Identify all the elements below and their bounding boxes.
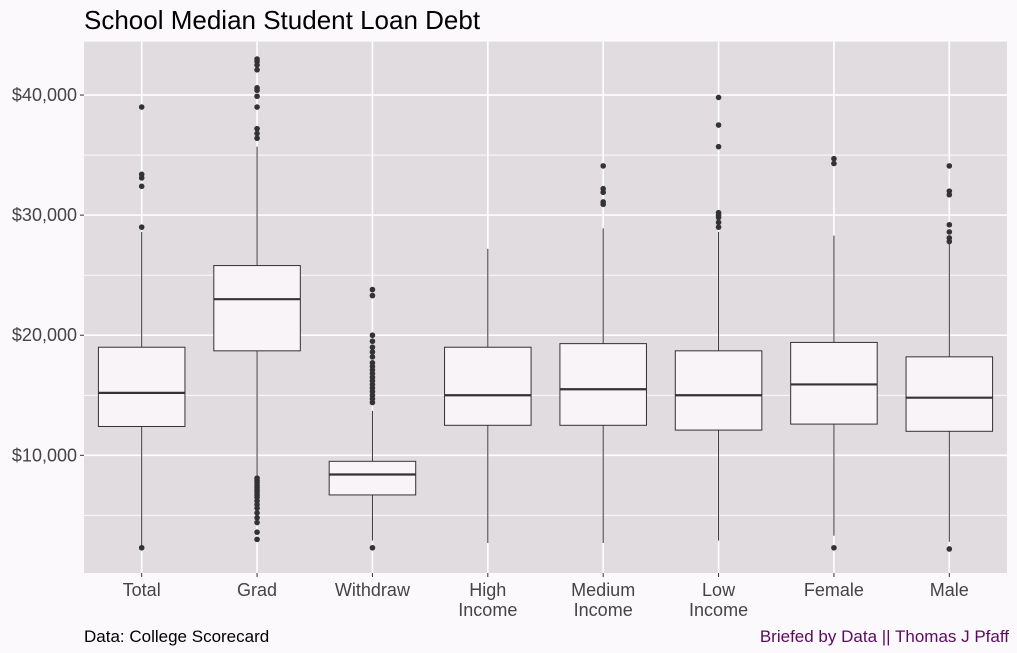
iqr-box — [213, 265, 301, 352]
outlier-point — [946, 546, 953, 552]
outlier-point — [254, 93, 260, 100]
outlier-point — [254, 87, 260, 94]
outlier-point — [946, 238, 953, 245]
outlier-point — [254, 529, 260, 535]
outlier-point — [369, 286, 376, 293]
outlier-point — [369, 338, 376, 345]
y-tick-label: $20,000 — [12, 325, 77, 345]
outlier-point — [254, 519, 260, 526]
credit-caption: Briefed by Data || Thomas J Pfaff — [760, 627, 1009, 646]
y-tick-label: $40,000 — [12, 85, 77, 105]
x-tick-label: Total — [123, 580, 161, 600]
outlier-point — [138, 544, 145, 551]
box-female — [790, 155, 878, 551]
outlier-point — [946, 229, 953, 235]
iqr-box — [790, 341, 878, 425]
outlier-point — [946, 163, 953, 169]
outlier-point — [600, 201, 606, 208]
y-tick-label: $30,000 — [12, 205, 77, 225]
iqr-box — [444, 346, 532, 426]
outlier-point — [369, 344, 376, 351]
y-axis: $10,000 $20,000 $30,000 $40,000 — [12, 85, 84, 465]
outlier-point — [715, 94, 722, 101]
x-tick-label: High Income — [458, 580, 517, 620]
outlier-point — [369, 399, 376, 406]
outlier-point — [254, 62, 260, 68]
outlier-point — [715, 214, 722, 221]
outlier-point — [831, 155, 837, 162]
outlier-point — [369, 544, 376, 551]
outlier-point — [831, 160, 837, 167]
outlier-point — [369, 332, 376, 339]
outlier-point — [138, 104, 145, 110]
x-axis: Total Grad Withdraw High Income Medium Income L… — [123, 573, 969, 620]
box-male — [905, 163, 994, 552]
outlier-point — [254, 130, 260, 137]
outlier-point — [715, 219, 722, 226]
outlier-point — [369, 349, 376, 355]
outlier-point — [831, 544, 837, 551]
y-tick-label: $10,000 — [12, 445, 77, 465]
x-tick-label: Withdraw — [335, 580, 411, 600]
outlier-point — [254, 505, 260, 511]
iqr-box — [674, 350, 763, 431]
box-grad — [213, 56, 301, 543]
outlier-point — [254, 536, 260, 543]
outlier-point — [138, 224, 145, 230]
box-total — [97, 104, 186, 551]
outlier-point — [254, 510, 260, 516]
outlier-point — [254, 104, 260, 110]
outlier-point — [254, 135, 260, 142]
box-withdraw — [328, 286, 417, 551]
outlier-point — [600, 189, 606, 196]
box-high-income — [444, 248, 532, 543]
outlier-point — [254, 514, 260, 521]
x-tick-label: Female — [804, 580, 864, 600]
outlier-point — [254, 67, 260, 73]
outlier-point — [946, 191, 953, 198]
x-tick-label: Grad — [237, 580, 277, 600]
box-low-income — [674, 94, 763, 541]
outlier-point — [715, 143, 722, 150]
iqr-box — [905, 356, 994, 432]
outlier-point — [946, 221, 953, 228]
iqr-box — [328, 460, 417, 496]
outlier-point — [138, 183, 145, 190]
outlier-point — [254, 125, 260, 132]
outlier-point — [600, 163, 606, 169]
chart-title: School Median Student Loan Debt — [84, 5, 481, 35]
outlier-point — [715, 122, 722, 128]
box-medium-income — [559, 163, 647, 543]
outlier-point — [138, 175, 145, 181]
iqr-box — [97, 346, 186, 427]
boxes — [97, 56, 994, 552]
data-source-caption: Data: College Scorecard — [84, 627, 269, 646]
outlier-point — [715, 224, 722, 230]
x-tick-label: Medium Income — [571, 580, 635, 620]
outlier-point — [369, 292, 376, 299]
outlier-point — [369, 354, 376, 360]
x-tick-label: Male — [930, 580, 969, 600]
x-tick-label: Low Income — [689, 580, 748, 620]
iqr-box — [559, 343, 647, 426]
